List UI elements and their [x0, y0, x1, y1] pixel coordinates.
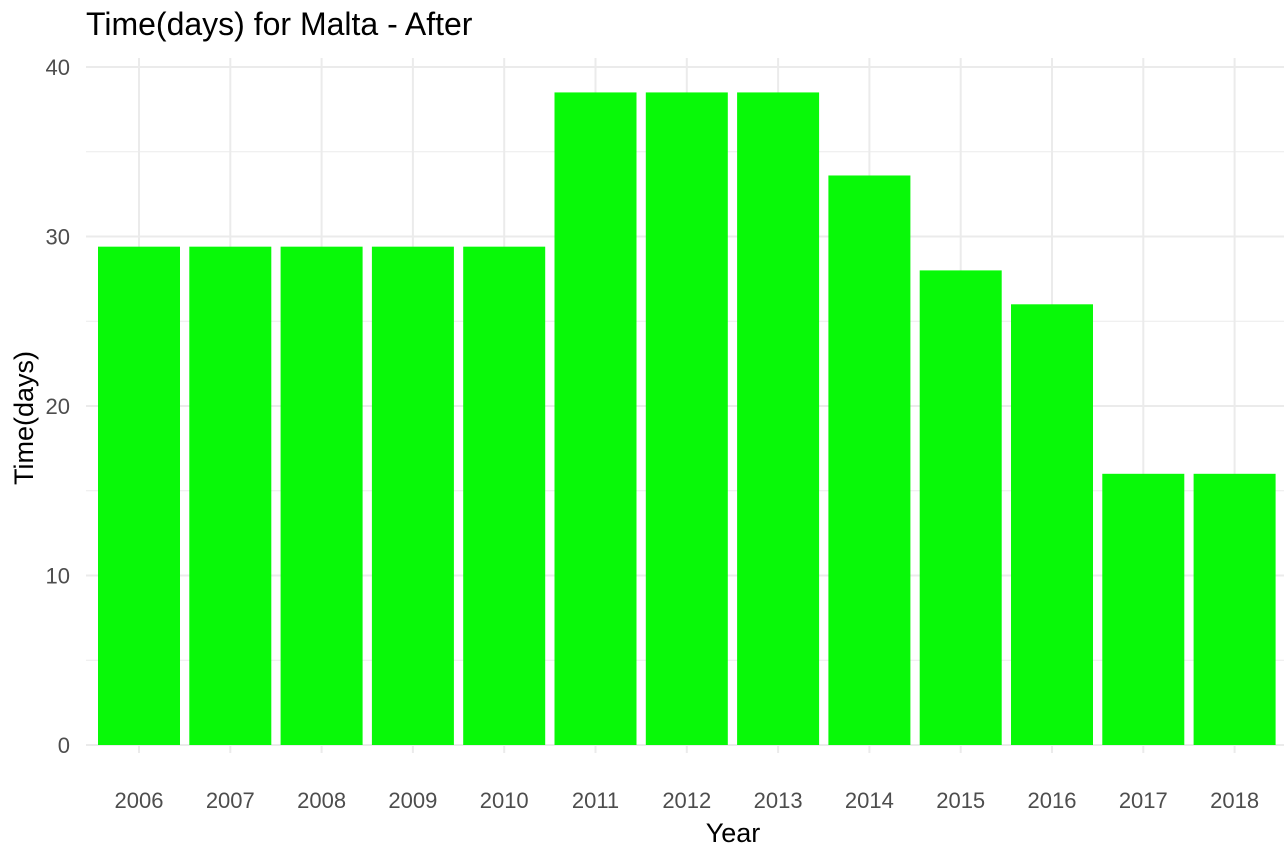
bar-2012 — [645, 92, 728, 746]
x-tick-label: 2008 — [297, 788, 346, 813]
x-tick-label: 2017 — [1119, 788, 1168, 813]
x-tick-label: 2013 — [754, 788, 803, 813]
y-axis-title: Time(days) — [9, 351, 39, 485]
x-tick-label: 2014 — [845, 788, 894, 813]
y-tick-label: 40 — [46, 55, 70, 80]
bar-2015 — [919, 270, 1002, 745]
bar-2016 — [1011, 304, 1093, 745]
x-tick-label: 2011 — [572, 788, 619, 813]
x-tick-label: 2016 — [1028, 788, 1077, 813]
chart-title: Time(days) for Malta - After — [86, 6, 473, 42]
x-tick-label: 2006 — [115, 788, 164, 813]
x-tick-label: 2007 — [206, 788, 255, 813]
y-tick-label: 30 — [46, 225, 70, 250]
x-tick-label: 2015 — [936, 788, 985, 813]
bar-2010 — [463, 246, 546, 746]
y-tick-labels: 0 10 20 30 40 — [46, 55, 70, 758]
bar-2007 — [189, 246, 272, 746]
x-tick-label: 2010 — [480, 788, 529, 813]
bar-2014 — [828, 175, 911, 746]
x-tick-label: 2018 — [1210, 788, 1259, 813]
bar-2011 — [554, 92, 637, 746]
bar-2006 — [98, 246, 180, 746]
x-tick-label: 2012 — [662, 788, 711, 813]
bars — [98, 92, 1276, 746]
x-tick-label: 2009 — [388, 788, 437, 813]
bar-2009 — [371, 246, 454, 746]
bar-2013 — [737, 92, 820, 746]
x-axis-title: Year — [706, 818, 761, 848]
y-tick-label: 20 — [46, 394, 70, 419]
y-tick-label: 0 — [58, 733, 70, 758]
bar-2017 — [1102, 473, 1185, 745]
x-tick-labels: 2006 2007 2008 2009 2010 2011 2012 2013 2014 2015… — [115, 788, 1260, 813]
bar-2018 — [1193, 473, 1276, 745]
y-tick-label: 10 — [46, 564, 70, 589]
bar-2008 — [280, 246, 363, 746]
